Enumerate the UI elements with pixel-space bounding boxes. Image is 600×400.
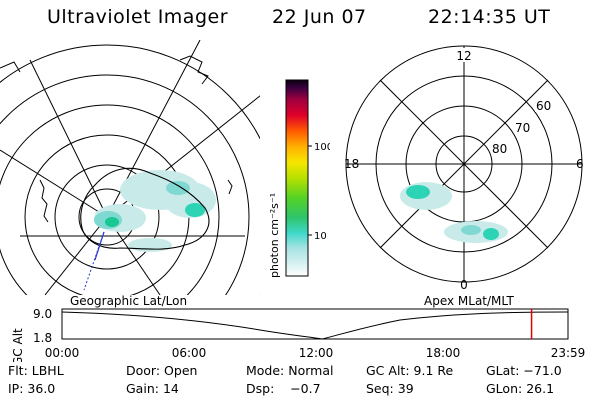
mlt-label-6: 6 [576, 157, 584, 171]
timeline-x-tick: 12:00 [299, 346, 334, 360]
info-mode: Mode: Normal [246, 363, 334, 378]
mlt-label-18: 18 [344, 157, 359, 171]
date-label: 22 Jun 07 [272, 6, 367, 28]
mlt-label-12: 12 [456, 49, 471, 63]
info-glon: GLon: 26.1 [486, 381, 555, 396]
lon-line [44, 216, 108, 295]
altitude-curve [61, 311, 569, 340]
mlt-label-0: 0 [460, 278, 468, 290]
apex-caption: Apex MLat/MLT [424, 294, 514, 308]
coastline [227, 179, 233, 195]
time-label: 22:14:35 UT [428, 6, 551, 28]
info-glat: GLat: −71.0 [486, 363, 562, 378]
timeline-frame [61, 308, 569, 340]
coastline [0, 61, 21, 73]
info-seq: Seq: 39 [366, 381, 414, 396]
lat-circle [0, 74, 250, 295]
timeline-x-tick: 23:59 [551, 346, 586, 360]
info-gc-alt: GC Alt: 9.1 Re [366, 363, 454, 378]
lon-line [29, 59, 108, 218]
geographic-caption: Geographic Lat/Lon [70, 294, 188, 308]
lat-circle [0, 44, 260, 295]
timeline-x-tick: 18:00 [426, 346, 461, 360]
lat-circle [0, 104, 220, 295]
colorbar-gradient [285, 79, 309, 277]
timeline-x-tick: 06:00 [172, 346, 207, 360]
colorbar-label-10: 10 [314, 231, 327, 242]
info-gain: Gain: 14 [126, 381, 179, 396]
info-door: Door: Open [126, 363, 198, 378]
ground-track [94, 231, 105, 261]
mlat-label-80: 80 [492, 142, 507, 156]
coastline [39, 179, 49, 223]
instrument-title: Ultraviolet Imager [47, 6, 229, 28]
mlat-label-70: 70 [515, 121, 530, 135]
info-flt: Flt: LBHL [8, 363, 64, 378]
info-dsp: Dsp: −0.7 [246, 381, 321, 396]
coastline [80, 167, 210, 250]
info-ip: IP: 36.0 [8, 381, 56, 396]
timeline-axis-label: GC Alt [11, 328, 25, 362]
polar-mlt-plot: 12 18 6 0 60 70 80 [344, 45, 584, 290]
mlat-label-60: 60 [536, 99, 551, 113]
timeline-x-tick: 00:00 [45, 346, 80, 360]
altitude-timeline: GC Alt 9.0 1.8 00:00 06:00 12:00 18:00 2… [11, 307, 586, 362]
timeline-y-tick-min: 1.8 [33, 331, 52, 345]
lat-circle [54, 164, 160, 270]
colorbar: 100 10 photon cm⁻²s⁻¹ [268, 79, 330, 278]
colorbar-unit-label: photon cm⁻²s⁻¹ [268, 193, 281, 278]
timeline-y-tick-max: 9.0 [33, 307, 52, 321]
geographic-map [0, 40, 260, 295]
coastline [179, 55, 209, 85]
mlt-diagonal [379, 79, 549, 249]
lon-line [0, 149, 108, 218]
aurora-oval-emission [400, 182, 508, 243]
colorbar-label-100: 100 [314, 142, 330, 153]
